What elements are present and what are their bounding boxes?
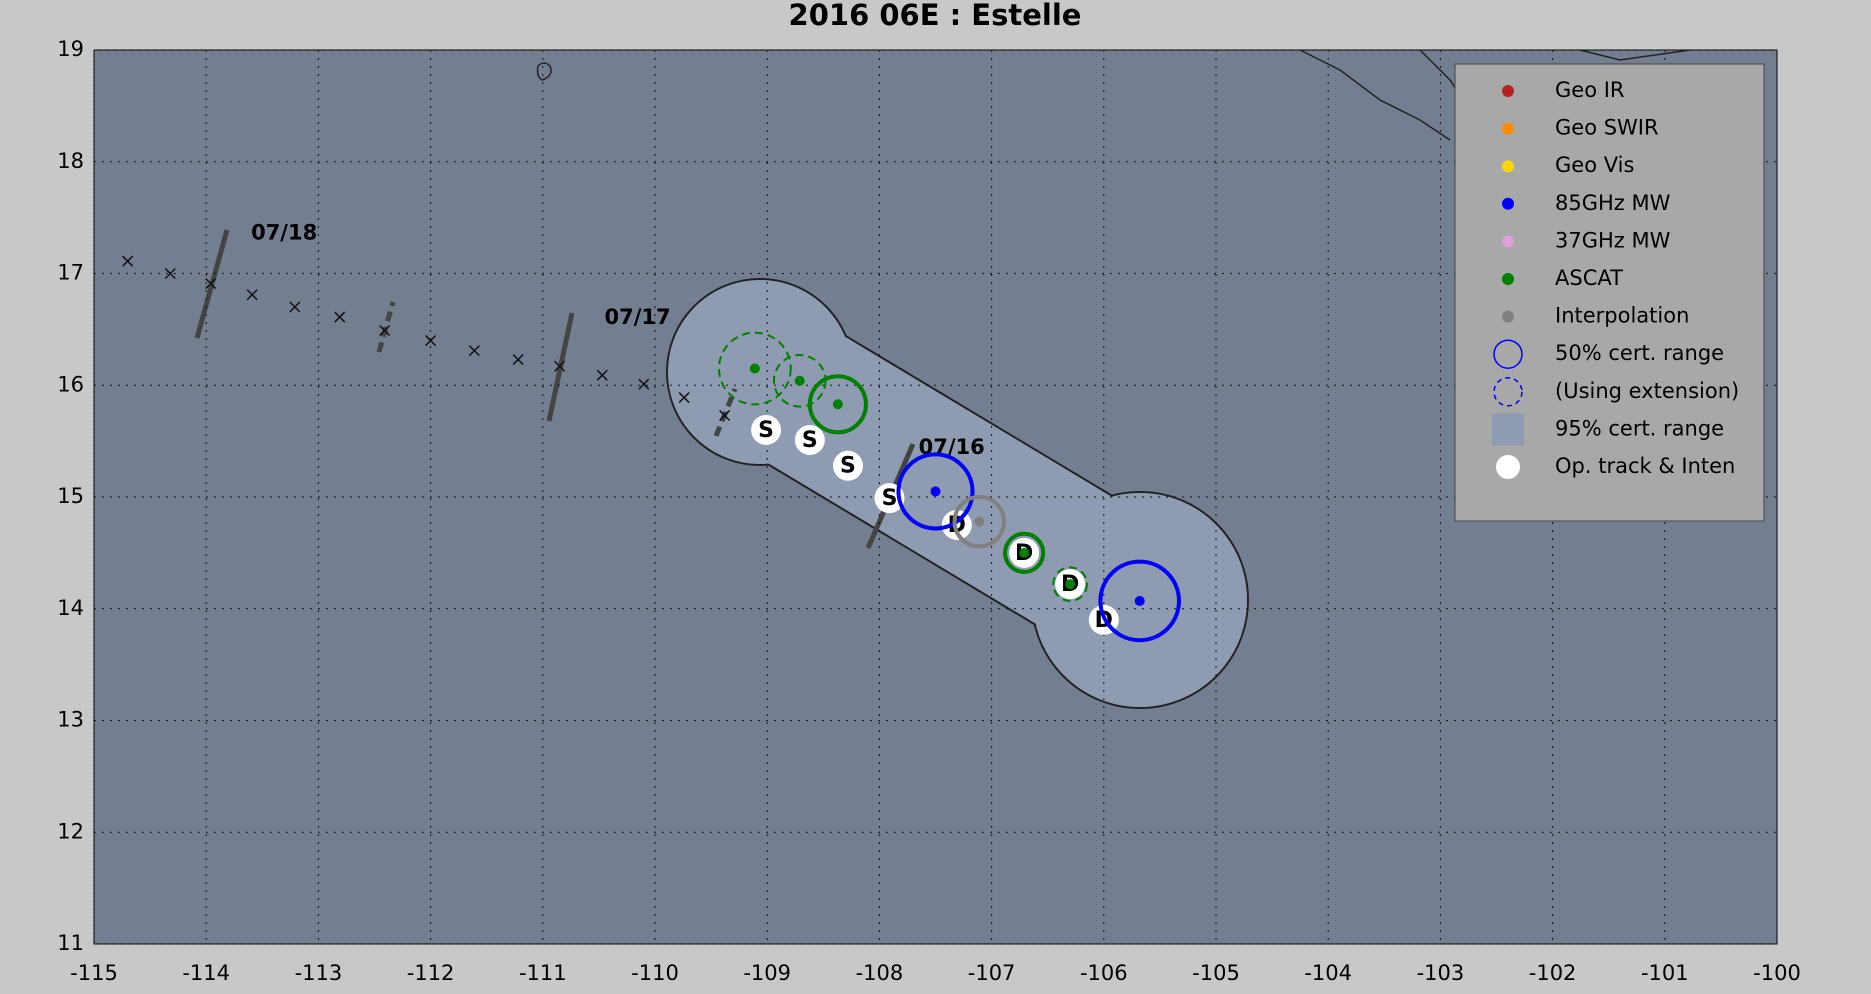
fix-point <box>1065 579 1076 590</box>
legend-label: Geo Vis <box>1555 153 1634 177</box>
legend-label: 85GHz MW <box>1555 191 1671 215</box>
fix-point <box>930 486 941 497</box>
legend-marker <box>1502 310 1514 323</box>
track-point <box>512 354 524 366</box>
y-tick-label: 13 <box>57 708 84 732</box>
y-tick-label: 18 <box>57 149 84 173</box>
op-track-point <box>832 450 863 481</box>
legend-marker <box>1493 377 1523 407</box>
x-tick-label: -105 <box>1192 961 1240 985</box>
track-point <box>289 301 301 313</box>
legend-marker <box>1492 413 1524 446</box>
legend: Geo IR Geo SWIR Geo Vis 85GHz MW 37GHz MW ASC… <box>1492 78 1739 479</box>
op-intensity-label: S <box>840 454 856 479</box>
fix-point <box>1019 547 1030 558</box>
legend-marker <box>1496 455 1520 479</box>
legend-label: ASCAT <box>1555 266 1623 290</box>
x-tick-label: -101 <box>1641 961 1689 985</box>
x-tick-label: -104 <box>1304 961 1352 985</box>
legend-label: Geo IR <box>1555 78 1625 102</box>
fix-point <box>1134 595 1145 606</box>
cert-circle <box>1052 566 1088 602</box>
x-tick-label: -107 <box>968 961 1016 985</box>
x-tick-label: -113 <box>295 961 343 985</box>
y-tick-label: 15 <box>57 484 84 508</box>
track-point <box>334 311 346 323</box>
track-point <box>205 278 217 290</box>
y-tick-label: 11 <box>57 931 84 955</box>
x-tick-label: -112 <box>407 961 455 985</box>
legend-label: Geo SWIR <box>1555 116 1659 140</box>
op-intensity-label: S <box>882 486 898 511</box>
legend-marker <box>1493 339 1523 369</box>
x-tick-label: -106 <box>1080 961 1128 985</box>
x-tick-label: -109 <box>743 961 791 985</box>
track-point <box>425 335 437 347</box>
cert-circle <box>717 331 792 406</box>
track-point <box>719 409 731 421</box>
x-tick-label: -110 <box>631 961 679 985</box>
cert-circle <box>1003 531 1046 574</box>
legend-label: Interpolation <box>1555 304 1689 328</box>
legend-marker <box>1502 273 1514 285</box>
x-tick-label: -114 <box>182 961 230 985</box>
legend-label: 37GHz MW <box>1555 228 1671 252</box>
op-intensity-label: S <box>802 428 818 453</box>
cert-circle <box>807 374 868 435</box>
fix-point <box>832 399 843 410</box>
track-point <box>678 392 690 404</box>
legend-marker <box>1502 85 1514 97</box>
date-label: 07/18 <box>251 220 317 244</box>
legend-marker <box>1502 197 1514 210</box>
legend-label: 50% cert. range <box>1555 341 1724 365</box>
track-point <box>468 345 480 357</box>
track-point <box>164 267 176 280</box>
y-tick-label: 16 <box>57 372 84 396</box>
fix-point <box>974 516 985 527</box>
x-tick-label: -103 <box>1417 961 1465 985</box>
x-tick-label: -111 <box>519 961 567 985</box>
x-tick-label: -115 <box>70 961 118 985</box>
cert-circle <box>896 452 975 531</box>
cert-circle <box>952 494 1006 549</box>
y-tick-label: 12 <box>57 819 84 843</box>
legend-marker <box>1502 235 1514 248</box>
legend-marker <box>1502 122 1514 135</box>
op-track-point <box>751 414 782 445</box>
legend-label: 95% cert. range <box>1555 416 1724 440</box>
track-point <box>122 255 134 267</box>
op-intensity-label: S <box>758 418 774 443</box>
y-tick-label: 17 <box>57 261 84 285</box>
cert-circle <box>1098 559 1181 643</box>
track-point <box>596 369 608 381</box>
legend-label: Op. track & Inten <box>1555 454 1735 478</box>
y-tick-label: 14 <box>57 596 84 620</box>
x-tick-label: -102 <box>1529 961 1577 985</box>
grid: -115 -114 -113 -112 -111 -110 -109 -108 -107 -106… <box>57 37 1801 985</box>
chart-title: 2016 06E : Estelle <box>789 0 1082 32</box>
legend-label: (Using extension) <box>1555 379 1739 403</box>
island <box>536 62 552 81</box>
op-track-point <box>794 425 825 456</box>
region-95 <box>666 278 1249 709</box>
fix-point <box>794 375 805 386</box>
x-tick-label: -108 <box>856 961 904 985</box>
track-point <box>246 289 258 301</box>
legend-marker <box>1502 160 1514 173</box>
y-tick-label: 19 <box>57 37 84 61</box>
track-point <box>379 324 391 337</box>
x-tick-label: -100 <box>1753 961 1801 985</box>
date-label: 07/17 <box>605 305 671 329</box>
track-point <box>638 378 650 390</box>
fix-point <box>749 363 760 374</box>
track-point <box>554 360 566 372</box>
